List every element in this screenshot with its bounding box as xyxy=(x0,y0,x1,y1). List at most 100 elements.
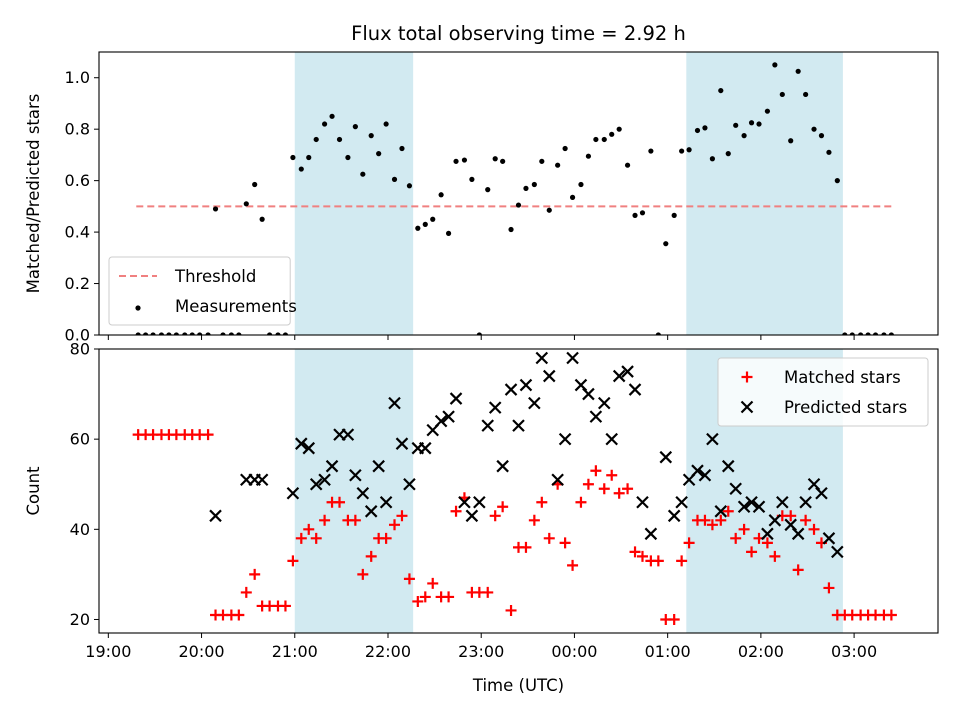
bottom-matched-starspoint-38 xyxy=(427,577,439,589)
top-legend-measurementslabel: Measurements xyxy=(175,297,297,316)
bottom-y-axis-label: Count xyxy=(24,466,43,516)
top-measurementspoint-81 xyxy=(764,108,771,114)
top-measurementspoint-97 xyxy=(888,332,894,335)
top-measurementspoint-3 xyxy=(158,332,165,335)
bottom-predicted-starspoint-37 xyxy=(542,369,556,383)
bottom-predicted-starspoint-4 xyxy=(286,486,300,500)
top-measurementspoint-79 xyxy=(748,120,755,126)
bottom-predicted-starspoint-49 xyxy=(636,495,649,509)
top-measurementspoint-45 xyxy=(485,187,491,193)
top-measurementspoint-0 xyxy=(135,332,141,335)
top-measurementspoint-77 xyxy=(733,122,739,128)
bottom-legend-matched-starslabel: Matched stars xyxy=(784,368,901,387)
top-measurementspoint-40 xyxy=(445,230,452,236)
bottom-predicted-starspoint-70 xyxy=(807,477,821,491)
top-measurementspoint-91 xyxy=(842,332,848,335)
bottom-predicted-starspoint-13 xyxy=(356,486,370,500)
bottom-matched-starspoint-56 xyxy=(567,559,579,571)
top-measurementspoint-27 xyxy=(345,154,351,161)
top-measurementspoint-65 xyxy=(639,210,646,216)
bottom-matched-starspoint-74 xyxy=(706,519,718,531)
top-measurementspoint-23 xyxy=(313,136,319,143)
top-measurementspoint-58 xyxy=(585,153,592,159)
bottom-matched-starspoint-15 xyxy=(249,568,261,580)
bottom-predicted-starspoint-41 xyxy=(574,378,588,392)
bottom-matched-starspoint-51 xyxy=(528,514,540,526)
top-measurementspoint-84 xyxy=(788,138,794,144)
bottom-predicted-starspoint-46 xyxy=(612,369,626,383)
top-measurementspoint-7 xyxy=(189,332,195,335)
bottom-matched-starspoint-46 xyxy=(489,510,501,522)
bottom-matched-starspoint-30 xyxy=(365,550,377,562)
top-measurementspoint-35 xyxy=(406,183,413,189)
bottom-matched-starspoint-79 xyxy=(746,546,758,558)
bottom-matched-starspoint-59 xyxy=(590,465,602,477)
top-measurementspoint-28 xyxy=(352,124,358,130)
chart-title: Flux total observing time = 2.92 h xyxy=(351,22,686,45)
top-measurementspoint-70 xyxy=(679,148,685,154)
bottom-matched-starspoint-63 xyxy=(622,483,634,495)
bottom-predicted-starspoint-32 xyxy=(504,383,518,396)
top-measurementspoint-76 xyxy=(725,151,731,157)
top-measurementspoint-43 xyxy=(469,176,475,182)
bottom-predicted-starspoint-12 xyxy=(349,468,362,482)
top-measurementspoint-18 xyxy=(275,332,281,335)
top-measurementspoint-93 xyxy=(858,332,864,335)
bottom-predicted-starspoint-66 xyxy=(776,495,789,509)
top-measurementspoint-59 xyxy=(593,136,599,143)
bottom-predicted-starspoint-65 xyxy=(768,514,782,527)
bottom-predicted-starspoint-35 xyxy=(528,396,541,410)
top-measurementspoint-26 xyxy=(336,136,343,143)
top-measurementspoint-30 xyxy=(368,133,374,139)
x-tick-label-0: 19:00 xyxy=(85,642,131,661)
bottom-matched-starspoint-14 xyxy=(240,586,252,598)
top-plot-frame xyxy=(98,51,939,336)
top-measurementspoint-61 xyxy=(609,131,615,137)
bottom-predicted-starspoint-3 xyxy=(255,473,269,487)
bottom-predicted-starspoint-19 xyxy=(403,477,416,491)
top-measurementspoint-80 xyxy=(756,121,762,127)
bottom-legend-predicted-starsmarker xyxy=(740,400,754,414)
top-measurementspoint-36 xyxy=(415,225,421,231)
bottom-predicted-starspoint-48 xyxy=(628,383,642,396)
bottom-matched-starspoint-86 xyxy=(800,514,812,526)
bottom-predicted-starspoint-69 xyxy=(799,495,812,509)
bottom-predicted-starspoint-30 xyxy=(488,401,502,414)
top-measurementspoint-39 xyxy=(438,192,444,198)
x-tick-label-8: 03:00 xyxy=(831,642,877,661)
bottom-data-layer xyxy=(132,351,897,625)
top-measurementspoint-19 xyxy=(282,332,289,335)
bottom-predicted-starspoint-29 xyxy=(481,419,495,432)
bottom-predicted-starspoint-9 xyxy=(325,459,339,473)
bottom-matched-starspoint-29 xyxy=(357,568,369,580)
x-tick-label-2: 21:00 xyxy=(272,642,318,661)
top-measurementspoint-5 xyxy=(173,332,179,335)
bottom-matched-starspoint-78 xyxy=(738,523,750,535)
top-measurementspoint-89 xyxy=(826,149,832,155)
bottom-matched-starspoint-26 xyxy=(334,496,346,508)
top-measurementspoint-32 xyxy=(383,121,389,127)
top-measurementspoint-34 xyxy=(399,145,405,152)
bottom-predicted-starspoint-51 xyxy=(659,450,673,464)
bottom-matched-starspoint-76 xyxy=(722,505,734,517)
bottom-predicted-starspoint-47 xyxy=(621,365,634,378)
bottom-matched-starspoint-13 xyxy=(233,609,245,621)
bottom-predicted-starspoint-27 xyxy=(465,509,479,523)
top-measurementspoint-37 xyxy=(422,221,428,227)
bottom-matched-starspoint-69 xyxy=(668,613,680,625)
bottom-predicted-starspoint-50 xyxy=(644,527,658,541)
top-measurementspoint-69 xyxy=(671,212,677,218)
top-legend-thresholdlabel: Threshold xyxy=(174,267,256,286)
bottom-matched-starspoint-53 xyxy=(543,532,555,544)
top-measurementspoint-38 xyxy=(430,216,436,222)
top-y-tick-label-5: 1.0 xyxy=(65,68,90,87)
top-measurementspoint-62 xyxy=(616,126,622,132)
top-measurementspoint-66 xyxy=(648,148,654,154)
bottom-matched-starspoint-64 xyxy=(629,546,641,558)
top-measurementspoint-4 xyxy=(166,332,172,335)
bottom-matched-starspoint-85 xyxy=(792,564,804,576)
bottom-predicted-starspoint-34 xyxy=(519,378,533,392)
top-measurementspoint-16 xyxy=(259,216,265,222)
top-measurementspoint-41 xyxy=(453,158,459,164)
top-y-tick-label-4: 0.8 xyxy=(65,120,90,139)
